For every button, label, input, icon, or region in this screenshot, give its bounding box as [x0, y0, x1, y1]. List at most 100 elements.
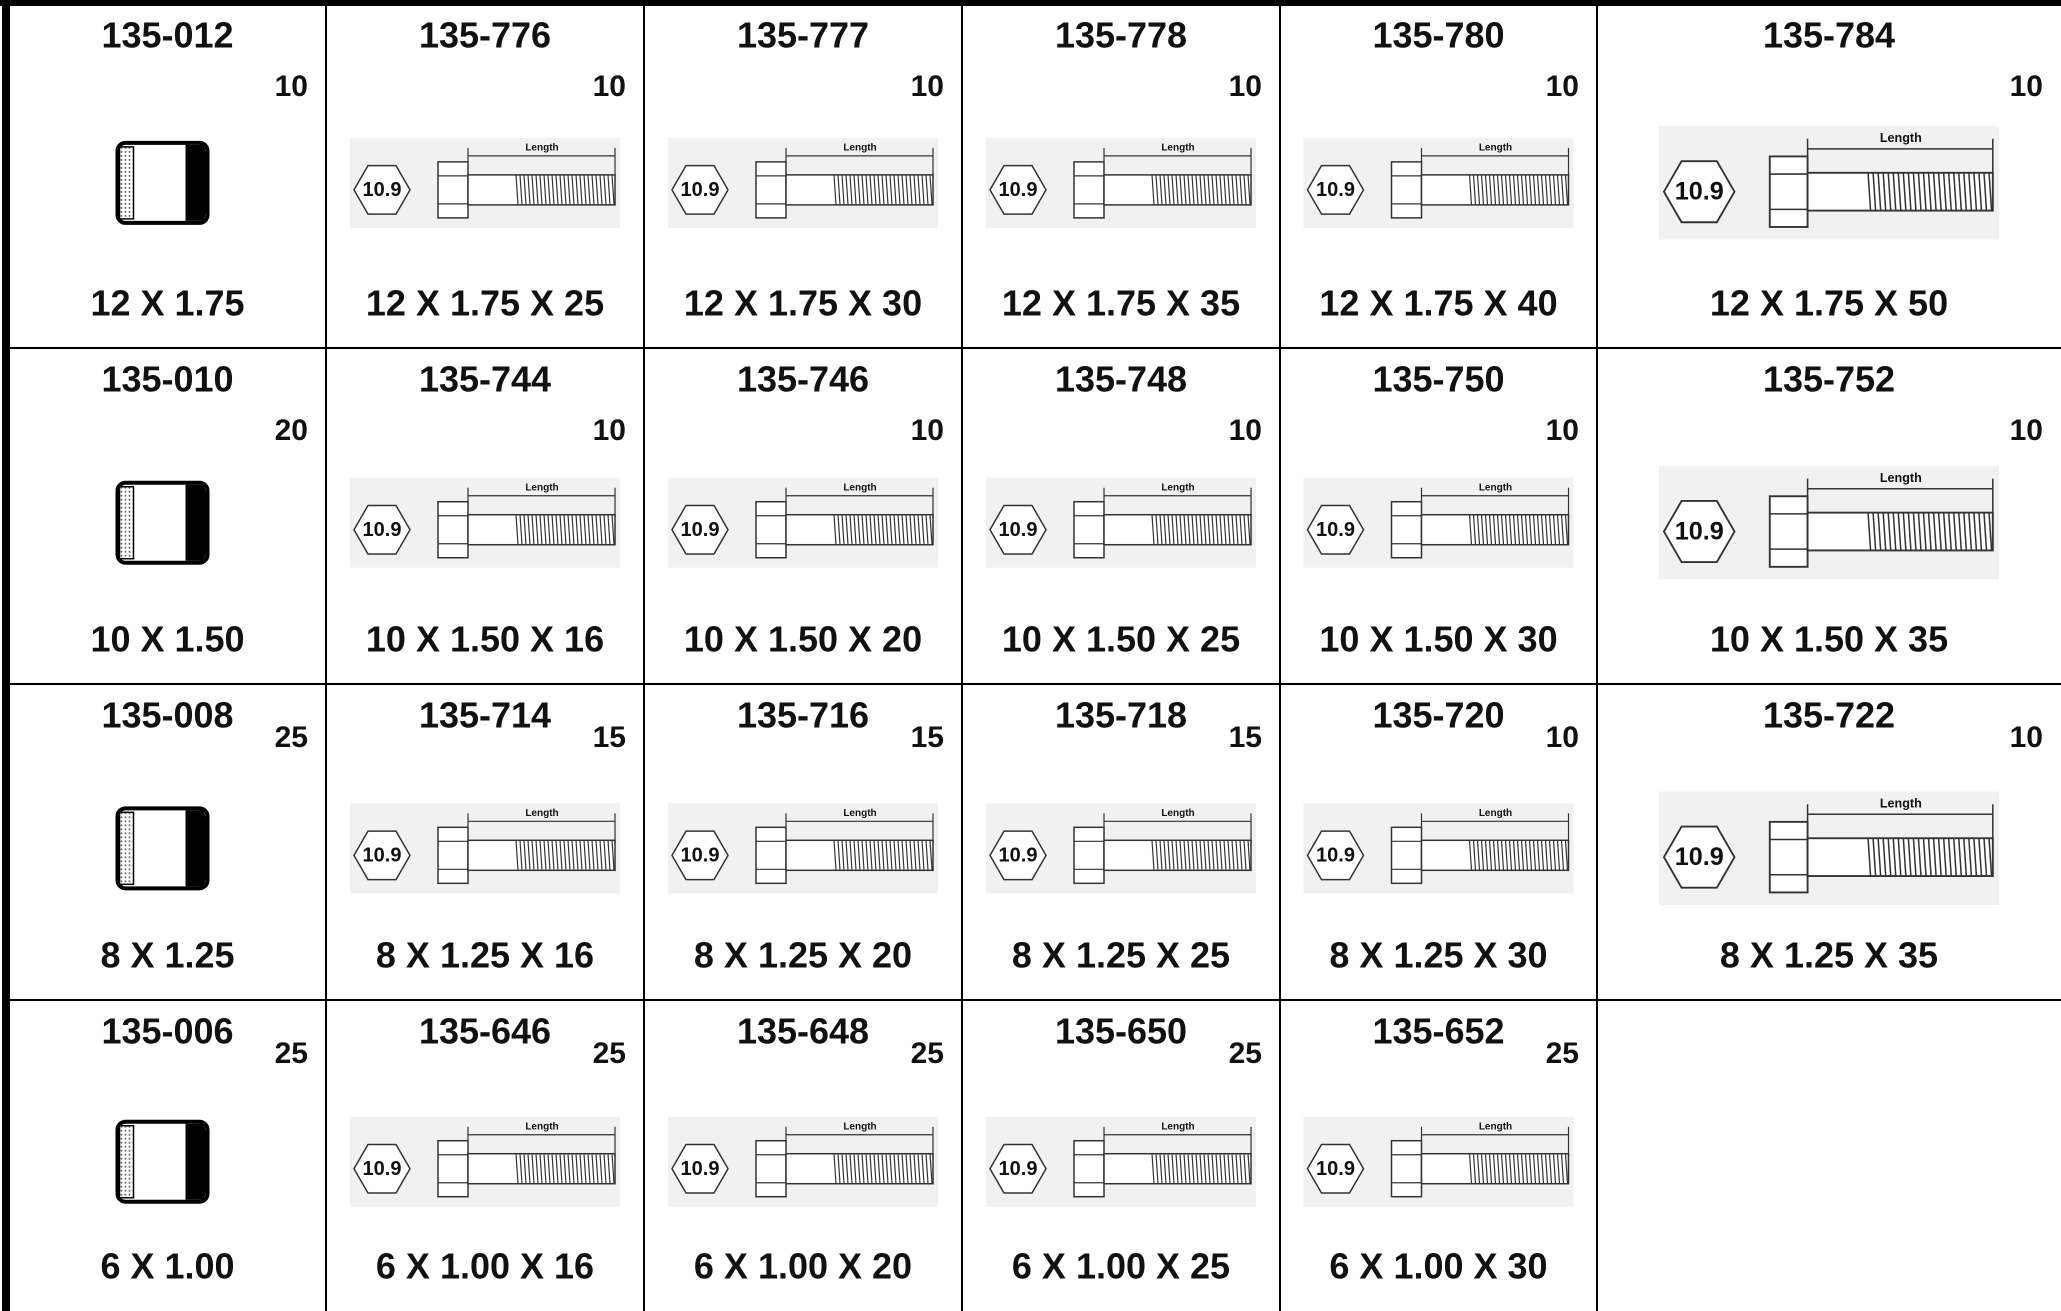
length-line — [467, 1126, 616, 1157]
nut-thread — [118, 811, 135, 886]
bolt-image: 10.9 Length — [986, 803, 1256, 894]
bolt-image: 10.9 Length — [1658, 791, 2000, 906]
threads — [1468, 840, 1569, 871]
length-label: Length — [843, 808, 876, 819]
size: 12 X 1.75 X 35 — [1002, 283, 1240, 324]
threads — [1468, 174, 1569, 205]
nut-side — [185, 1123, 206, 1200]
threads — [1867, 512, 1993, 551]
size: 6 X 1.00 X 30 — [1329, 1246, 1547, 1287]
hex-end — [1306, 830, 1365, 881]
size: 10 X 1.50 X 30 — [1319, 619, 1557, 660]
size: 8 X 1.25 — [100, 935, 234, 976]
bolt-head — [1073, 1139, 1105, 1198]
part-number: 135-780 — [1372, 15, 1504, 56]
hex-end — [989, 504, 1047, 555]
size: 8 X 1.25 X 35 — [1720, 935, 1938, 976]
head-lines — [1391, 175, 1422, 205]
head-lines — [1074, 840, 1104, 870]
bolt-image: 10.9 Length — [986, 137, 1256, 228]
quantity: 10 — [1546, 70, 1579, 103]
head-lines — [1391, 1154, 1422, 1184]
grade-label: 10.9 — [1675, 843, 1724, 871]
threads — [1151, 1153, 1251, 1184]
hex-end — [353, 1143, 411, 1194]
bolt-image: 10.9 Length — [1303, 477, 1574, 568]
size: 6 X 1.00 X 20 — [694, 1246, 912, 1287]
size: 6 X 1.00 — [100, 1246, 234, 1287]
length-label: Length — [1479, 808, 1512, 819]
quantity: 10 — [2010, 721, 2043, 754]
size: 8 X 1.25 X 20 — [694, 935, 912, 976]
part-number: 135-722 — [1763, 695, 1895, 736]
length-line — [467, 813, 616, 844]
bolt-image: 10.9 Length — [1658, 126, 2000, 240]
head-lines — [1391, 515, 1422, 545]
bolt-image: 10.9 Length — [1303, 1116, 1574, 1207]
part-number: 135-010 — [101, 359, 233, 400]
grade-label: 10.9 — [1316, 1158, 1355, 1180]
length-line — [1103, 1126, 1252, 1157]
length-label: Length — [525, 1121, 558, 1132]
threads — [515, 514, 615, 545]
threads — [833, 514, 933, 545]
bolt-image: 10.9 Length — [986, 1116, 1256, 1207]
bolt-head — [437, 826, 469, 885]
quantity: 10 — [1546, 414, 1579, 447]
quantity: 10 — [911, 414, 944, 447]
grade-label: 10.9 — [681, 519, 720, 541]
hex-end — [353, 504, 411, 555]
bolt-head — [1073, 826, 1105, 885]
part-number: 135-776 — [419, 15, 551, 56]
threads — [515, 840, 615, 871]
part-number: 135-777 — [737, 15, 869, 56]
length-line — [1103, 813, 1252, 844]
size: 12 X 1.75 X 30 — [684, 283, 922, 324]
length-line — [785, 1126, 934, 1157]
quantity: 15 — [593, 721, 626, 754]
hex-end — [1306, 504, 1365, 555]
quantity: 25 — [1546, 1037, 1579, 1070]
quantity: 10 — [2010, 414, 2043, 447]
threads — [833, 174, 933, 205]
threads — [1468, 514, 1569, 545]
hex-end — [1306, 164, 1365, 215]
grade-label: 10.9 — [999, 845, 1038, 867]
length-label: Length — [1161, 143, 1194, 154]
grade-label: 10.9 — [1316, 519, 1355, 541]
part-number: 135-784 — [1763, 15, 1895, 56]
length-label: Length — [525, 143, 558, 154]
size: 12 X 1.75 X 25 — [366, 283, 604, 324]
quantity: 10 — [1229, 414, 1262, 447]
size: 10 X 1.50 X 25 — [1002, 619, 1240, 660]
size: 8 X 1.25 X 25 — [1012, 935, 1230, 976]
bolt-image: 10.9 Length — [350, 803, 620, 894]
hex-end — [989, 164, 1047, 215]
bolt-image: 10.9 Length — [350, 137, 620, 228]
size: 10 X 1.50 X 35 — [1710, 619, 1948, 660]
nut-image — [115, 140, 210, 225]
threads — [1867, 838, 1993, 877]
length-line — [1103, 487, 1252, 518]
head-lines — [1769, 513, 1808, 550]
grade-label: 10.9 — [1675, 178, 1724, 206]
nut-body — [115, 480, 210, 565]
threads — [1151, 840, 1251, 871]
bolt-head — [1390, 826, 1423, 885]
head-lines — [756, 175, 786, 205]
hex-end — [353, 164, 411, 215]
head-lines — [438, 840, 468, 870]
part-number: 135-648 — [737, 1011, 869, 1052]
size: 6 X 1.00 X 16 — [376, 1246, 594, 1287]
part-number: 135-748 — [1055, 359, 1187, 400]
size: 10 X 1.50 — [90, 619, 244, 660]
length-line — [1420, 487, 1570, 518]
hex-end — [671, 830, 729, 881]
hex-end — [1662, 500, 1736, 564]
head-lines — [1391, 840, 1422, 870]
quantity: 15 — [911, 721, 944, 754]
grade-label: 10.9 — [1675, 517, 1724, 545]
part-number: 135-646 — [419, 1011, 551, 1052]
quantity: 10 — [275, 70, 308, 103]
